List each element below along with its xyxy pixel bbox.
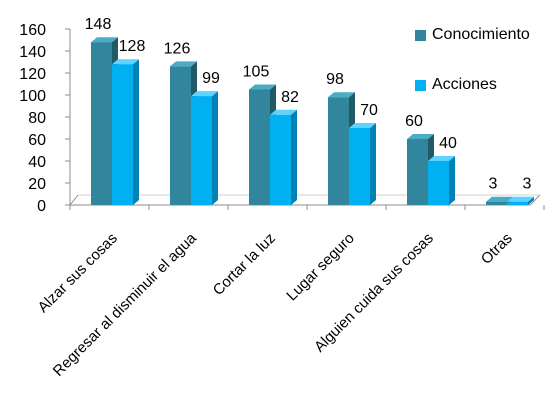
bar-side-face: [449, 156, 455, 205]
data-label: 148: [85, 16, 112, 33]
bar-side-face: [212, 91, 218, 205]
y-tick-label: 40: [28, 154, 46, 171]
legend-label-conocimiento: Conocimiento: [432, 26, 530, 43]
bar-side-face: [291, 109, 297, 205]
y-tick-label: 120: [19, 66, 46, 83]
bar-front-face: [270, 114, 291, 205]
bar-front-face: [349, 128, 370, 205]
y-tick-label: 160: [19, 22, 46, 39]
bar-top-face: [349, 123, 376, 128]
bar-top-face: [170, 61, 197, 67]
legend-label-acciones: Acciones: [432, 76, 497, 93]
y-tick-label: 80: [28, 110, 46, 127]
data-label: 3: [523, 176, 532, 193]
x-category-label: Otras: [478, 230, 516, 268]
bars-layer: [91, 37, 534, 206]
bar-top-face: [407, 134, 434, 139]
bar-acciones: [428, 156, 455, 205]
data-label: 105: [243, 64, 270, 81]
bar-acciones: [112, 59, 139, 206]
y-tick-label: 0: [37, 198, 46, 215]
bar-conocimiento: [407, 134, 434, 205]
bar-front-face: [191, 96, 212, 205]
data-label: 82: [281, 89, 299, 106]
legend-item-conocimiento: Conocimiento: [415, 26, 530, 44]
y-tick-label: 100: [19, 88, 46, 105]
legend-item-acciones: Acciones: [415, 76, 497, 94]
bar-acciones: [270, 109, 297, 205]
data-label: 40: [439, 135, 457, 152]
legend-swatch-acciones: [415, 79, 426, 91]
data-label: 99: [202, 70, 220, 87]
bar-top-face: [328, 92, 355, 98]
bar-front-face: [328, 97, 349, 205]
bar-side-face: [528, 196, 534, 205]
axis-layer: 0 20 40 60 80 100 120 140 160: [19, 22, 545, 215]
bar-side-face: [133, 59, 139, 206]
x-category-label: Regresar al disminuir el agua: [50, 229, 200, 379]
bar-top-face: [249, 84, 276, 90]
floor-edge-right: [529, 194, 541, 206]
bar-top-face: [270, 109, 297, 115]
legend-swatch-conocimiento: [415, 29, 426, 41]
bar-front-face: [428, 161, 449, 205]
y-tick-label: 20: [28, 176, 46, 193]
data-label: 3: [489, 176, 498, 193]
x-category-label: Lugar seguro: [283, 230, 358, 305]
bar-acciones: [191, 91, 218, 205]
data-label: 98: [326, 71, 344, 88]
bar-top-face: [112, 59, 139, 65]
bar-top-face: [486, 196, 513, 202]
x-category-label: Alzar sus cosas: [35, 230, 121, 316]
bar-front-face: [507, 201, 528, 205]
y-tick-label: 60: [28, 132, 46, 149]
bar-front-face: [249, 89, 270, 205]
bar-front-face: [112, 64, 133, 205]
bar-front-face: [91, 42, 112, 206]
bar-front-face: [486, 201, 507, 205]
floor-edge-left: [69, 194, 79, 206]
bar-top-face: [91, 37, 118, 43]
y-tick-label: 140: [19, 44, 46, 61]
x-category-label: Cortar la luz: [210, 230, 279, 299]
bar-front-face: [407, 139, 428, 205]
bar-side-face: [370, 123, 376, 205]
data-label: 70: [360, 102, 378, 119]
bar-acciones: [349, 123, 376, 205]
bar-front-face: [170, 66, 191, 206]
bar-top-face: [428, 156, 455, 161]
bar-top-face: [507, 196, 534, 202]
bar-acciones: [507, 196, 534, 205]
data-label: 126: [164, 40, 191, 57]
data-label: 128: [119, 38, 146, 55]
data-label: 60: [405, 113, 423, 130]
bar-top-face: [191, 91, 218, 97]
